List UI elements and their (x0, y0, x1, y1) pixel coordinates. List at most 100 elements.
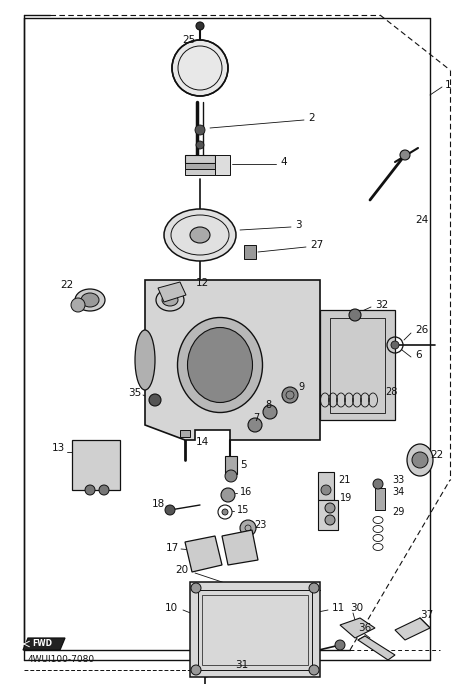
Bar (190, 582, 320, 677)
Ellipse shape (188, 328, 253, 402)
Polygon shape (340, 618, 375, 638)
Bar (185, 155, 215, 163)
Ellipse shape (162, 294, 178, 306)
Text: 24: 24 (415, 215, 428, 225)
Polygon shape (185, 536, 222, 572)
Text: 6: 6 (415, 350, 422, 360)
Circle shape (412, 452, 428, 468)
Circle shape (196, 141, 204, 149)
Text: 2: 2 (308, 113, 315, 123)
Bar (198, 590, 312, 670)
Text: 17: 17 (166, 543, 179, 553)
Bar (375, 488, 385, 510)
Circle shape (191, 665, 201, 675)
Text: 4: 4 (280, 157, 287, 167)
Text: 26: 26 (415, 325, 428, 335)
Circle shape (195, 125, 205, 135)
Circle shape (263, 405, 277, 419)
Text: 18: 18 (152, 499, 165, 509)
Text: 4WUI100-7080: 4WUI100-7080 (28, 655, 95, 664)
Circle shape (225, 470, 237, 482)
Text: 35: 35 (128, 388, 141, 398)
Text: 9: 9 (298, 382, 304, 392)
Text: 15: 15 (237, 505, 249, 515)
Circle shape (99, 485, 109, 495)
Text: 11: 11 (332, 603, 345, 613)
Text: 8: 8 (265, 400, 271, 410)
Circle shape (400, 150, 410, 160)
Text: 14: 14 (196, 437, 209, 447)
Text: 27: 27 (310, 240, 323, 250)
Ellipse shape (177, 317, 263, 412)
Ellipse shape (190, 227, 210, 243)
Circle shape (325, 515, 335, 525)
Text: 22: 22 (60, 280, 73, 290)
Bar (330, 318, 385, 413)
Text: 12: 12 (196, 278, 209, 288)
Text: 16: 16 (240, 487, 252, 497)
Circle shape (172, 40, 228, 96)
Circle shape (391, 341, 399, 349)
Text: 22: 22 (430, 450, 443, 460)
Circle shape (71, 298, 85, 312)
Text: 5: 5 (240, 460, 246, 470)
Circle shape (85, 485, 95, 495)
Circle shape (191, 583, 201, 593)
Circle shape (335, 640, 345, 650)
Text: 1: 1 (445, 80, 452, 90)
Circle shape (248, 418, 262, 432)
Polygon shape (23, 638, 65, 650)
Circle shape (325, 503, 335, 513)
Polygon shape (358, 636, 395, 660)
Bar (72, 440, 120, 490)
Text: 30: 30 (350, 603, 363, 613)
Bar (244, 245, 256, 259)
Circle shape (373, 479, 383, 489)
Bar (318, 472, 334, 500)
Text: 10: 10 (165, 603, 178, 613)
Bar (318, 500, 338, 530)
Bar (185, 163, 215, 169)
Text: 23: 23 (254, 520, 266, 530)
Polygon shape (222, 530, 258, 565)
Text: 13: 13 (52, 443, 65, 453)
Ellipse shape (81, 293, 99, 307)
Text: 28: 28 (385, 387, 397, 397)
Circle shape (321, 485, 331, 495)
Circle shape (165, 505, 175, 515)
Ellipse shape (135, 330, 155, 390)
Polygon shape (145, 280, 320, 440)
Text: 19: 19 (340, 493, 352, 503)
Bar (202, 595, 308, 665)
Bar (225, 456, 237, 474)
Bar (180, 430, 190, 437)
Text: 3: 3 (295, 220, 301, 230)
Circle shape (282, 387, 298, 403)
Circle shape (196, 22, 204, 30)
Text: 34: 34 (392, 487, 404, 497)
Text: 32: 32 (375, 300, 388, 310)
Bar (320, 310, 395, 420)
Text: 36: 36 (358, 623, 371, 633)
Text: 7: 7 (253, 413, 259, 423)
Circle shape (221, 488, 235, 502)
Text: 25: 25 (182, 35, 195, 45)
Polygon shape (215, 155, 230, 175)
Polygon shape (395, 618, 430, 640)
Ellipse shape (75, 289, 105, 311)
Circle shape (349, 309, 361, 321)
Polygon shape (158, 282, 186, 302)
Circle shape (309, 665, 319, 675)
Circle shape (222, 509, 228, 515)
Circle shape (240, 520, 256, 536)
Ellipse shape (407, 444, 433, 476)
Text: FWD: FWD (32, 640, 52, 648)
Circle shape (309, 583, 319, 593)
Text: 21: 21 (338, 475, 350, 485)
Text: 37: 37 (420, 610, 433, 620)
Text: 20: 20 (175, 565, 188, 575)
Circle shape (149, 394, 161, 406)
Text: 31: 31 (235, 660, 248, 670)
Ellipse shape (164, 209, 236, 261)
Ellipse shape (156, 289, 184, 311)
